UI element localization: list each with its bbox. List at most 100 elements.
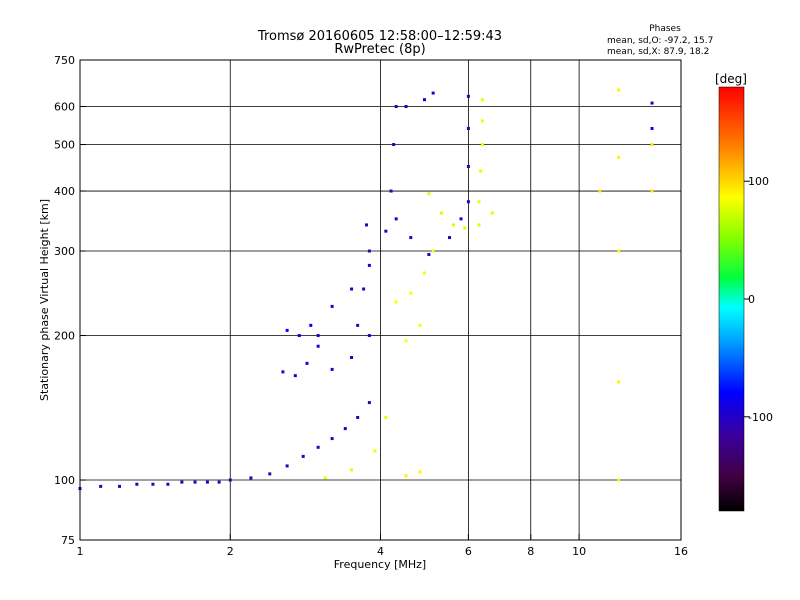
data-point-3-2 [350, 355, 354, 359]
data-points [78, 88, 654, 491]
data-point-5-0 [384, 229, 388, 233]
data-point-9-3 [480, 119, 484, 123]
x-tick-label: 2 [227, 545, 234, 558]
data-point-4-2 [367, 249, 371, 253]
x-axis-label: Frequency [MHz] [334, 558, 426, 571]
data-point-1-3 [316, 344, 320, 348]
x-tick-label: 6 [465, 545, 472, 558]
stats-o-line: mean, sd,O: -97.2, 15.7 [607, 36, 713, 46]
stats-heading: Phases [649, 24, 681, 34]
y-tick-label: 75 [61, 534, 75, 547]
data-point-7-0 [404, 105, 408, 109]
data-point-0-14 [301, 454, 305, 458]
colorbar-tick-label: 100 [748, 175, 769, 188]
data-point-9-1 [479, 169, 483, 173]
data-point-16-0 [650, 101, 654, 105]
x-tick-label: 16 [674, 545, 688, 558]
x-tick-label: 1 [77, 545, 84, 558]
data-point-10-0 [394, 300, 398, 304]
data-point-6-3 [448, 236, 452, 240]
data-point-8-3 [463, 226, 467, 230]
data-point-5-3 [394, 105, 398, 109]
data-point-8-2 [451, 223, 455, 227]
data-point-2-2 [309, 323, 313, 327]
data-point-0-4 [151, 482, 155, 486]
y-tick-label: 100 [54, 474, 75, 487]
data-point-2-1 [297, 334, 301, 338]
colorbar-ticks: 100 0 -100 [744, 175, 773, 424]
data-point-10-3 [431, 249, 435, 253]
data-point-0-3 [135, 482, 139, 486]
colorbar-tick-label: -100 [748, 411, 773, 424]
data-point-0-18 [356, 415, 360, 419]
y-axis-label: Stationary phase Virtual Height [km] [38, 199, 51, 401]
data-point-4-1 [362, 287, 366, 291]
data-point-15-1 [650, 189, 654, 193]
data-point-0-13 [285, 464, 289, 468]
data-point-0-1 [99, 484, 103, 488]
data-point-5-1 [389, 189, 393, 193]
data-point-11-0 [323, 476, 327, 480]
y-tick-label: 300 [54, 245, 75, 258]
data-point-4-0 [356, 323, 360, 327]
data-point-14-2 [617, 249, 621, 253]
data-point-12-0 [404, 474, 408, 478]
data-point-5-2 [392, 143, 396, 147]
colorbar-tick-label: 0 [748, 293, 755, 306]
y-tick-label: 750 [54, 54, 75, 67]
data-point-13-1 [418, 323, 422, 327]
data-point-0-17 [343, 427, 347, 431]
data-point-8-5 [490, 211, 494, 215]
data-point-6-7 [466, 126, 470, 130]
x-tick-label: 4 [377, 545, 384, 558]
data-point-11-2 [373, 449, 377, 453]
data-point-9-0 [477, 200, 481, 204]
data-point-6-8 [466, 94, 470, 98]
data-point-6-4 [459, 217, 463, 221]
chart-title-line1: Tromsø 20160605 12:58:00–12:59:43 [257, 29, 502, 44]
data-point-8-4 [477, 223, 481, 227]
data-point-4-3 [365, 223, 369, 227]
data-point-10-1 [409, 291, 413, 295]
data-point-11-1 [350, 468, 354, 472]
data-point-1-2 [305, 361, 309, 365]
y-tick-label: 400 [54, 185, 75, 198]
data-point-0-19 [367, 401, 371, 405]
data-point-0-5 [166, 482, 170, 486]
data-point-12-1 [418, 470, 422, 474]
data-point-6-1 [409, 236, 413, 240]
data-point-3-0 [316, 334, 320, 338]
data-point-15-0 [650, 143, 654, 147]
y-tick-label: 200 [54, 330, 75, 343]
data-point-0-9 [217, 480, 221, 484]
data-point-9-2 [480, 143, 484, 147]
data-point-8-1 [440, 211, 444, 215]
x-tick-label: 8 [527, 545, 534, 558]
data-point-14-1 [617, 155, 621, 159]
data-point-6-0 [394, 217, 398, 221]
data-point-3-6 [367, 263, 371, 267]
data-point-14-4 [617, 478, 621, 482]
data-point-0-8 [205, 480, 209, 484]
data-point-6-6 [466, 164, 470, 168]
data-point-0-12 [268, 472, 272, 476]
y-tick-label: 600 [54, 101, 75, 114]
data-point-14-3 [617, 380, 621, 384]
data-point-0-6 [180, 480, 184, 484]
chart-title-line2: RwPretec (8p) [334, 42, 425, 57]
data-point-0-15 [316, 445, 320, 449]
data-point-1-1 [293, 374, 297, 378]
data-point-3-5 [350, 287, 354, 291]
y-tick-label: 500 [54, 139, 75, 152]
data-point-3-3 [367, 334, 371, 338]
data-point-2-0 [285, 328, 289, 332]
data-point-0-10 [228, 478, 232, 482]
data-point-3-4 [330, 304, 334, 308]
data-point-8-0 [427, 192, 431, 196]
colorbar-label: [deg] [715, 72, 747, 86]
data-point-16-1 [650, 126, 654, 130]
axis-ticks: 1 2 4 6 8 10 16 75 100 200 300 400 500 600 750 [54, 54, 688, 558]
data-point-0-16 [330, 437, 334, 441]
data-point-7-1 [422, 98, 426, 102]
